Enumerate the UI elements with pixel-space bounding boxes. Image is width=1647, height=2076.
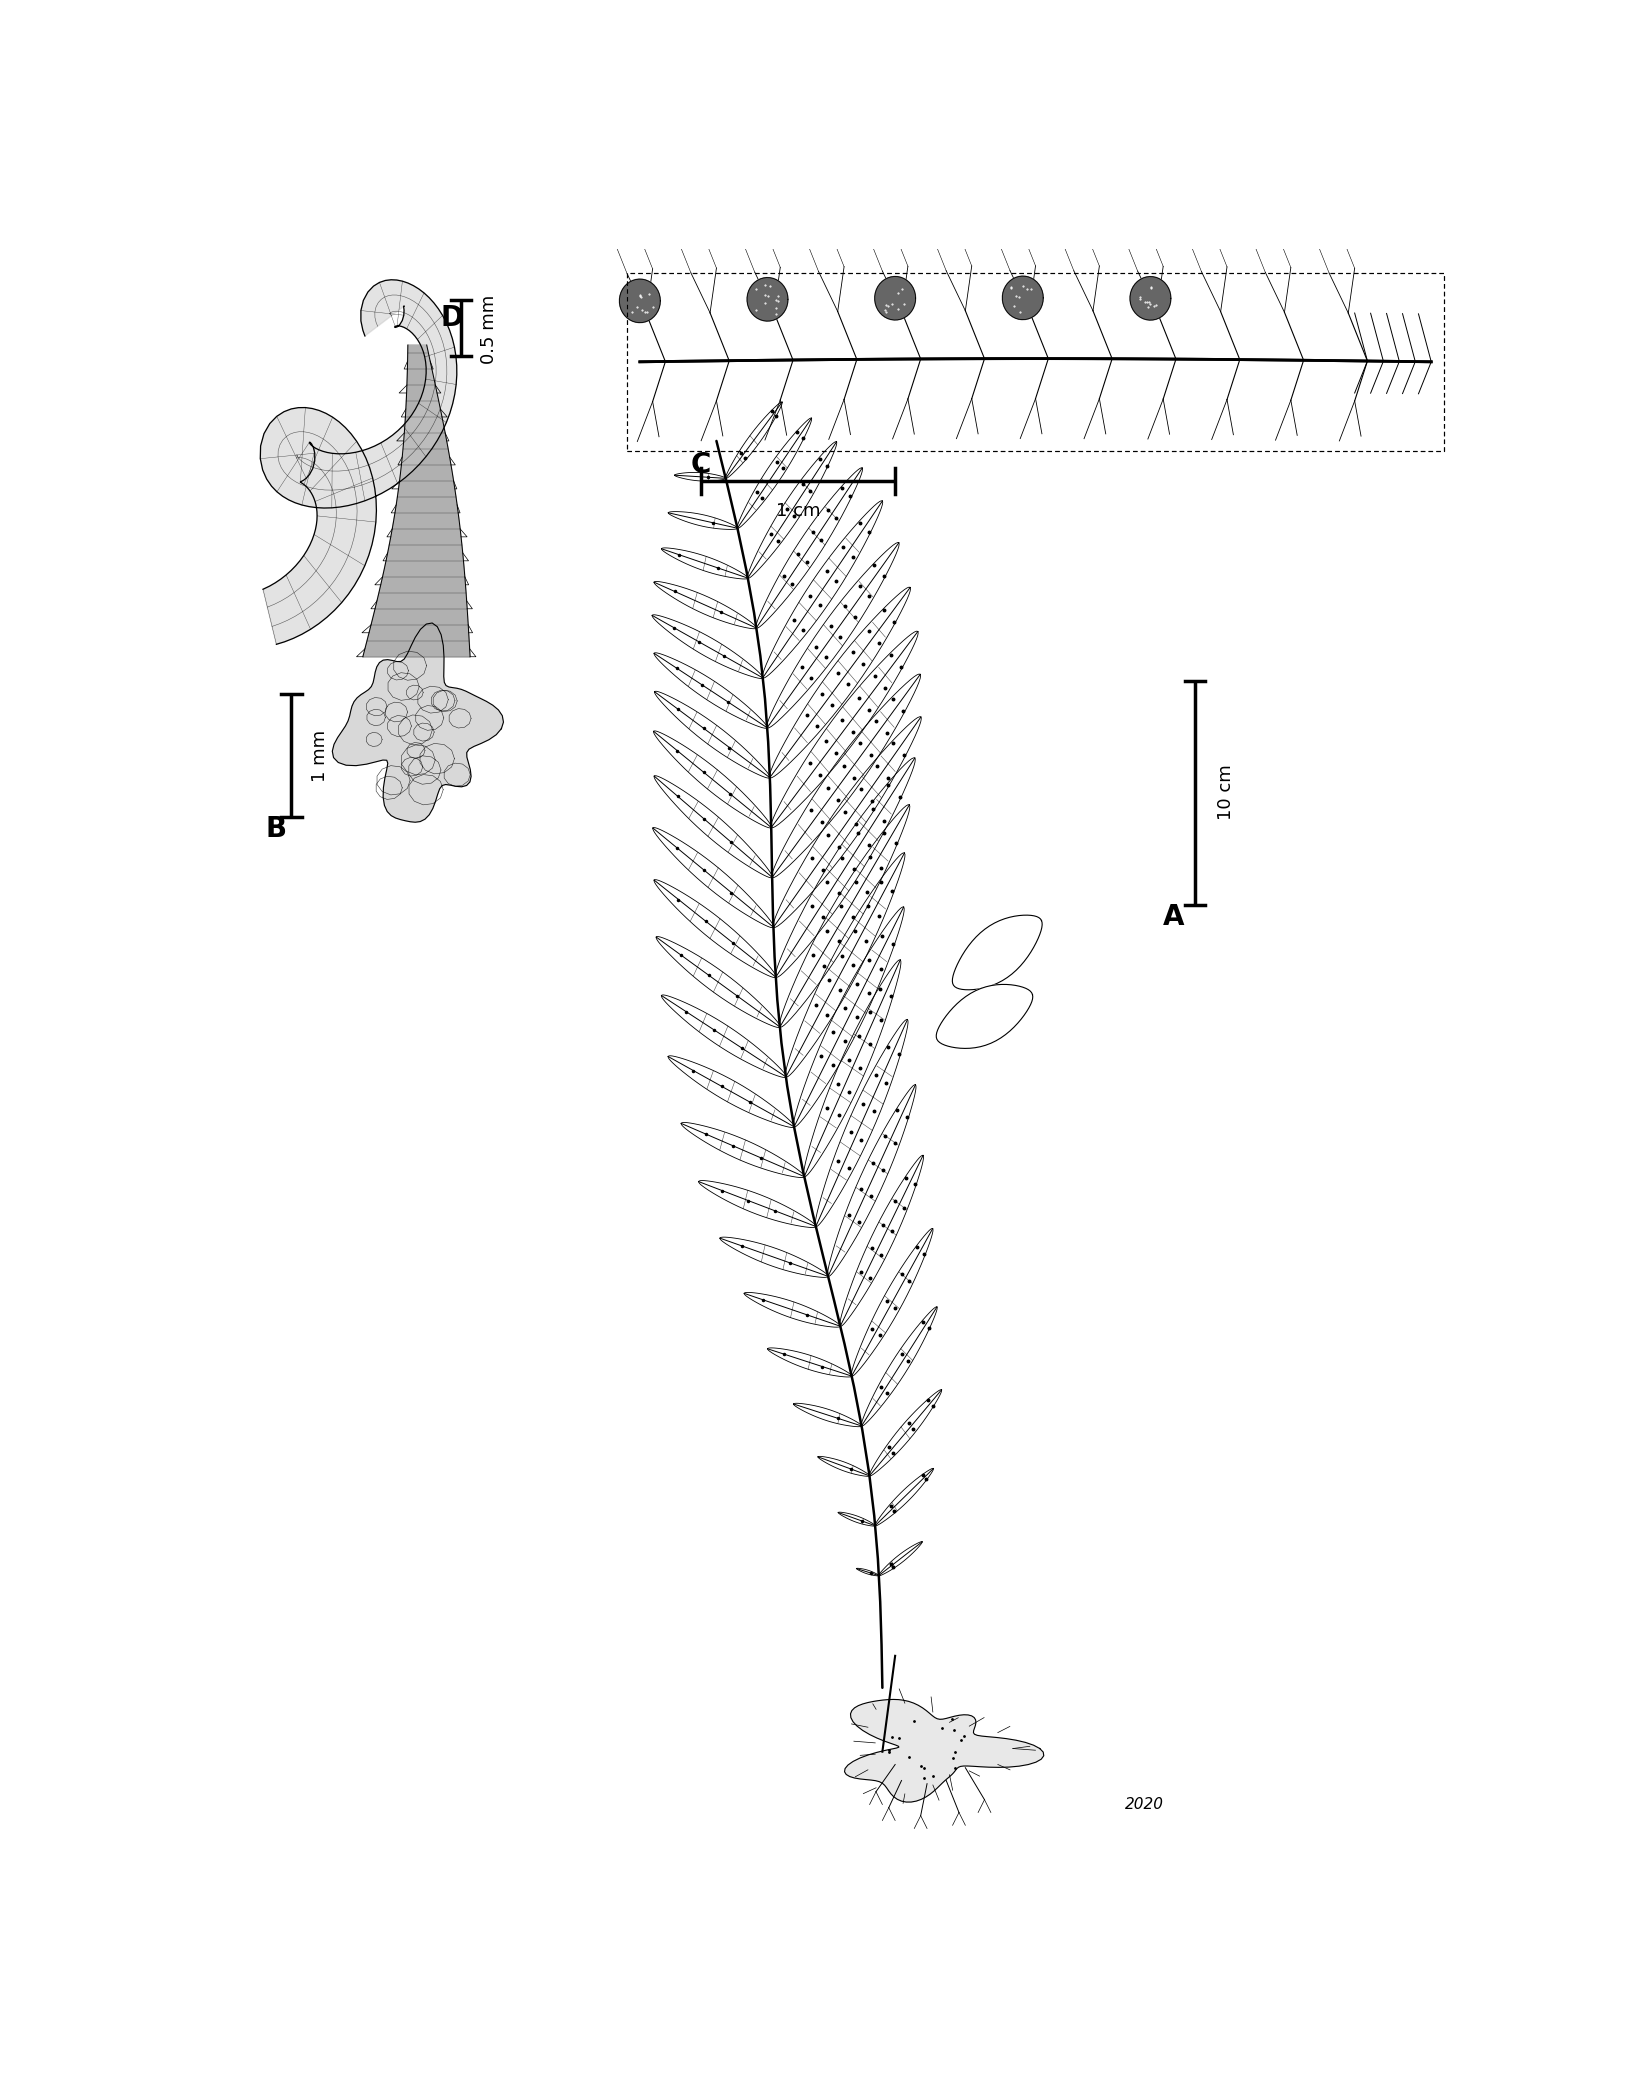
Polygon shape — [748, 442, 837, 579]
Polygon shape — [838, 1511, 875, 1526]
Text: A: A — [1163, 903, 1184, 932]
Polygon shape — [769, 588, 911, 778]
Polygon shape — [333, 623, 504, 822]
Polygon shape — [1003, 276, 1043, 320]
Polygon shape — [861, 1308, 937, 1426]
Polygon shape — [738, 417, 812, 529]
Polygon shape — [768, 542, 899, 729]
Text: 0.5 mm: 0.5 mm — [481, 295, 499, 363]
Text: D: D — [441, 303, 464, 332]
Polygon shape — [772, 675, 921, 878]
Polygon shape — [669, 511, 738, 529]
Text: 2020: 2020 — [1125, 1798, 1163, 1812]
Polygon shape — [776, 758, 916, 978]
Polygon shape — [652, 614, 763, 679]
Text: 10 cm: 10 cm — [1217, 764, 1235, 820]
Polygon shape — [654, 691, 769, 778]
Bar — [628, 274, 1444, 450]
Polygon shape — [756, 467, 863, 629]
Polygon shape — [879, 1542, 922, 1576]
Text: C: C — [692, 450, 712, 480]
Polygon shape — [935, 984, 1033, 1048]
Polygon shape — [654, 776, 772, 878]
Polygon shape — [260, 280, 456, 644]
Polygon shape — [652, 828, 774, 928]
Polygon shape — [748, 278, 787, 322]
Polygon shape — [698, 1181, 815, 1227]
Polygon shape — [952, 916, 1043, 990]
Polygon shape — [875, 1468, 934, 1526]
Polygon shape — [362, 345, 469, 656]
Text: 1 cm: 1 cm — [776, 502, 820, 519]
Polygon shape — [1130, 276, 1171, 320]
Polygon shape — [875, 276, 916, 320]
Polygon shape — [840, 1156, 924, 1327]
Text: B: B — [265, 816, 287, 843]
Polygon shape — [744, 1293, 840, 1327]
Polygon shape — [779, 805, 909, 1028]
Bar — [628, 274, 1444, 450]
Polygon shape — [771, 631, 917, 828]
Bar — [628, 274, 1444, 450]
Polygon shape — [654, 880, 776, 978]
Polygon shape — [768, 1347, 851, 1376]
Polygon shape — [815, 1019, 907, 1227]
Polygon shape — [654, 581, 756, 629]
Polygon shape — [772, 716, 921, 928]
Polygon shape — [726, 403, 782, 477]
Polygon shape — [845, 1700, 1044, 1802]
Polygon shape — [675, 473, 726, 482]
Polygon shape — [851, 1229, 932, 1376]
Polygon shape — [827, 1086, 916, 1277]
Polygon shape — [856, 1567, 879, 1576]
Polygon shape — [786, 853, 904, 1077]
Polygon shape — [763, 500, 883, 679]
Polygon shape — [662, 994, 786, 1077]
Polygon shape — [794, 1403, 861, 1426]
Polygon shape — [654, 731, 771, 828]
Polygon shape — [669, 1057, 794, 1127]
Polygon shape — [654, 652, 768, 729]
Polygon shape — [720, 1237, 828, 1277]
Polygon shape — [870, 1389, 942, 1476]
Text: 1 mm: 1 mm — [311, 731, 328, 783]
Polygon shape — [682, 1123, 804, 1177]
Polygon shape — [794, 907, 904, 1127]
Polygon shape — [656, 936, 781, 1028]
Polygon shape — [662, 548, 748, 579]
Polygon shape — [804, 959, 901, 1177]
Polygon shape — [819, 1457, 870, 1476]
Polygon shape — [619, 278, 660, 322]
